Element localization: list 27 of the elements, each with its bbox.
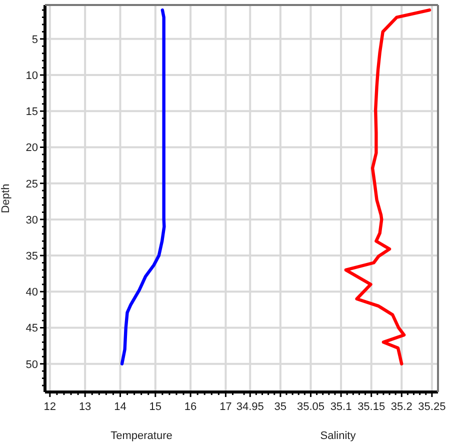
y-tick-label: 20 xyxy=(26,142,38,154)
x-axis-title: Salinity xyxy=(320,430,356,442)
x-tick-label: 12 xyxy=(44,401,56,413)
x-tick-label: 35.05 xyxy=(296,401,324,413)
line-series xyxy=(120,8,166,366)
y-tick-label: 25 xyxy=(26,178,38,190)
y-tick-label: 40 xyxy=(26,286,38,299)
x-tick-label: 35.15 xyxy=(358,401,386,413)
y-tick-label: 30 xyxy=(26,214,38,226)
x-tick-label: 13 xyxy=(78,401,92,413)
x-tick-label: 15 xyxy=(149,401,162,413)
y-tick-label: 5 xyxy=(32,34,38,46)
x-tick-label: 14 xyxy=(114,401,126,413)
y-tick-label: 50 xyxy=(26,358,38,371)
y-tick-label: 45 xyxy=(26,322,38,335)
x-axis-title: Temperature xyxy=(110,430,172,442)
x-tick-label: 34.95 xyxy=(236,401,264,413)
y-axis-title: Depth xyxy=(0,184,12,214)
y-tick-label: 15 xyxy=(26,106,38,118)
x-tick-label: 16 xyxy=(184,401,197,413)
x-tick-label: 35 xyxy=(274,401,287,413)
x-tick-label: 35.25 xyxy=(418,401,446,413)
y-tick-label: 35 xyxy=(26,250,38,263)
x-tick-label: 35.2 xyxy=(390,401,412,413)
y-tick-label: 10 xyxy=(26,70,38,82)
x-tick-label: 17 xyxy=(220,401,232,413)
x-tick-label: 35.1 xyxy=(330,401,352,413)
